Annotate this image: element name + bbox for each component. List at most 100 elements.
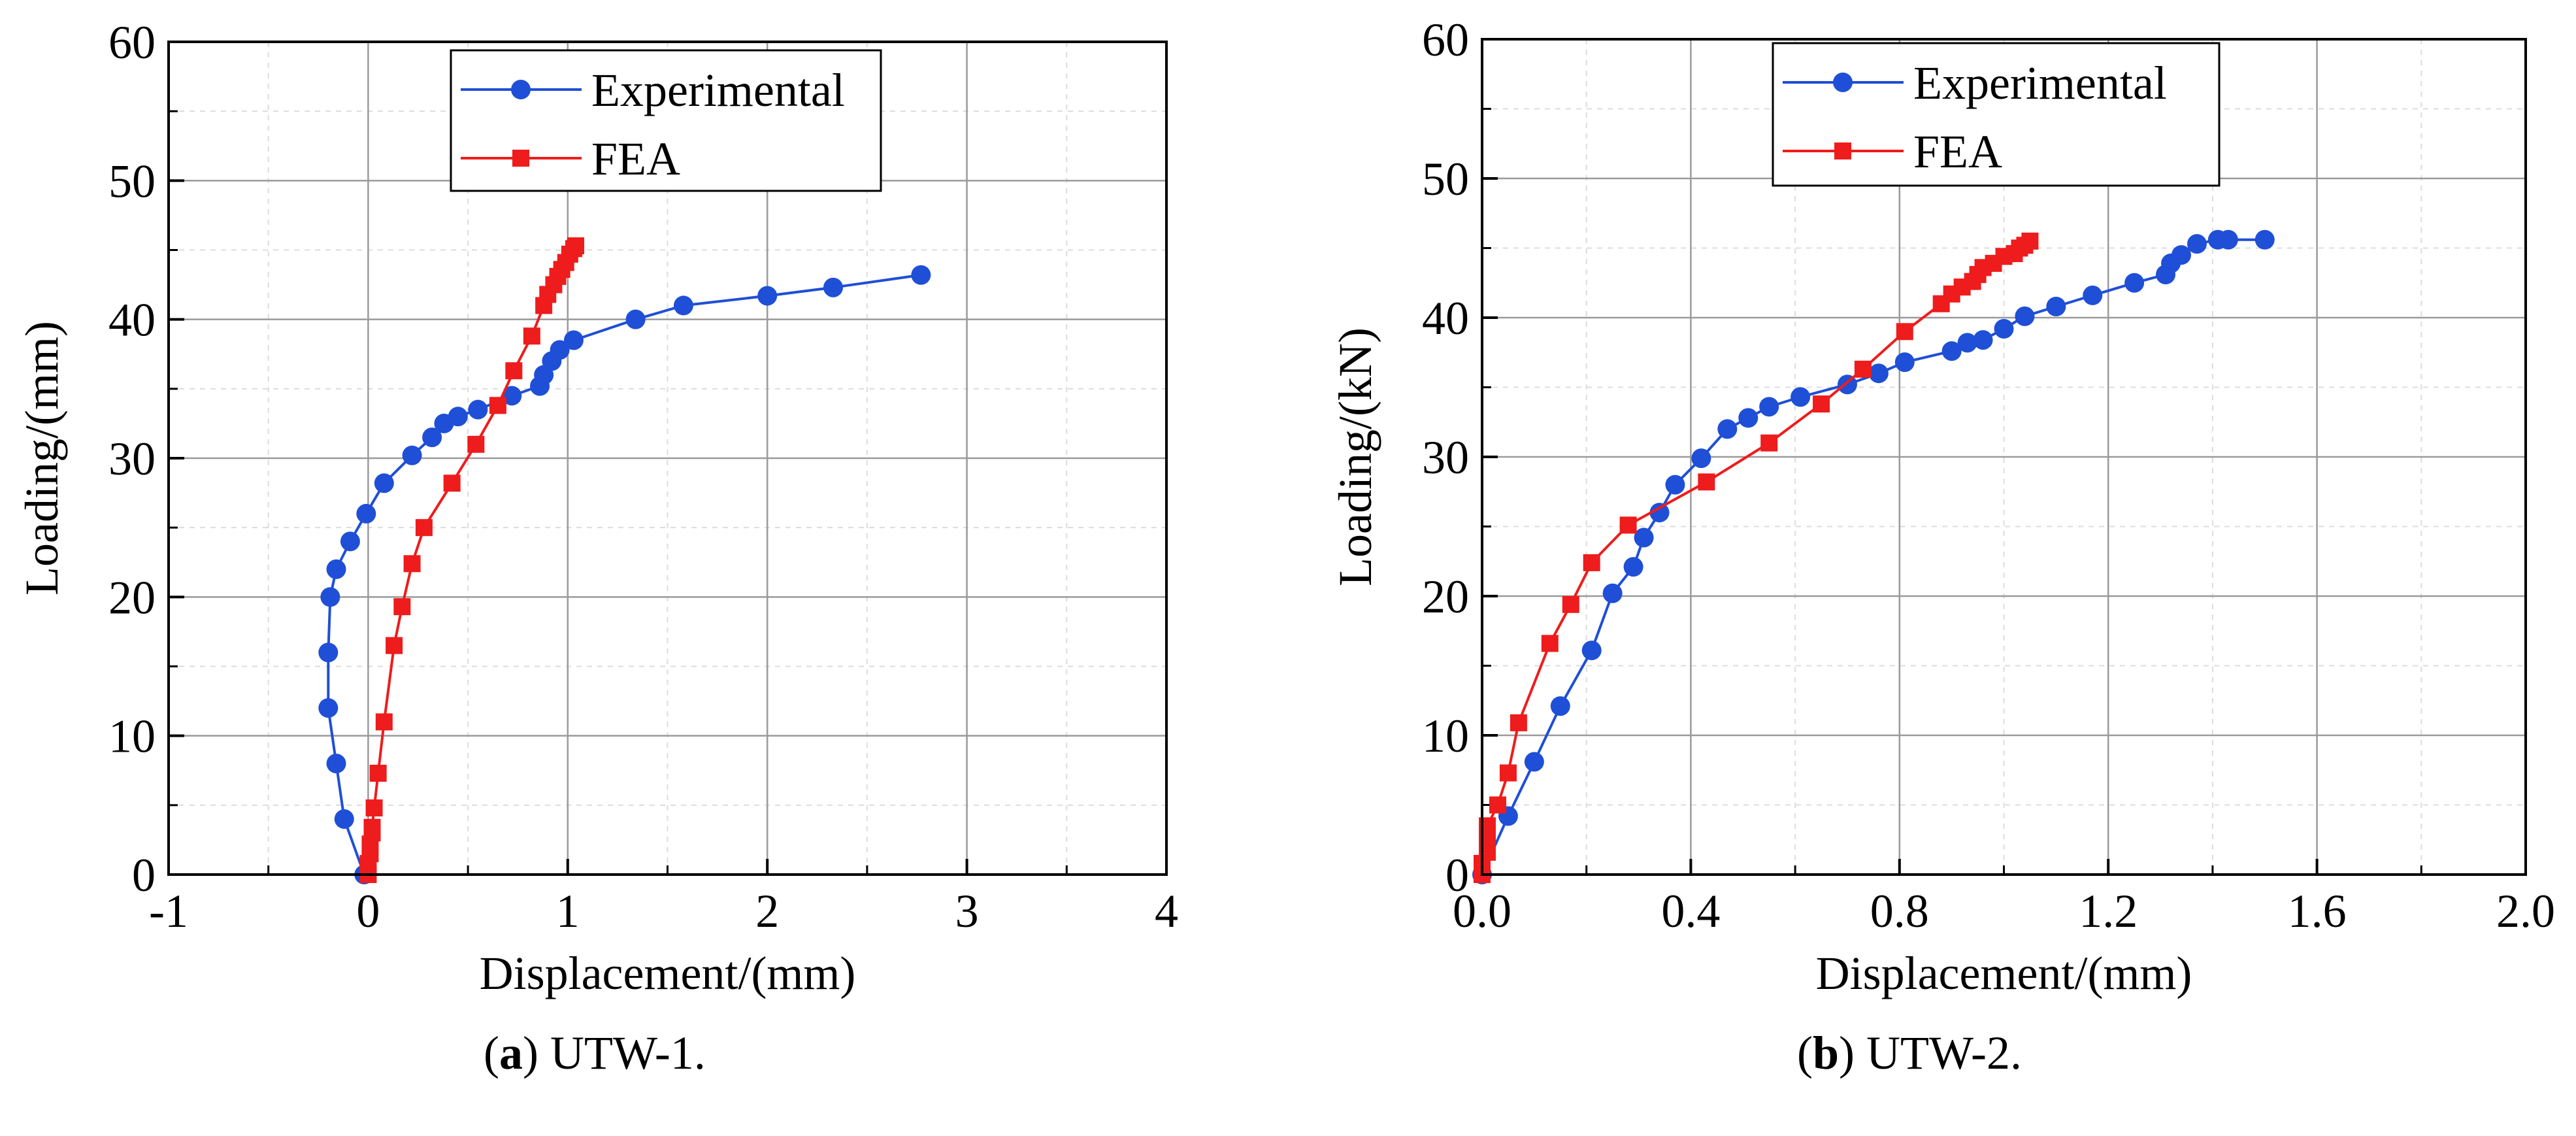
y-tick-label: 20 — [108, 571, 156, 624]
data-point-experimental — [2083, 285, 2103, 305]
data-point-experimental — [550, 340, 570, 360]
caption-b-text: UTW-2. — [1866, 1027, 2022, 1079]
y-tick-label: 10 — [108, 710, 156, 763]
data-point-experimental — [422, 427, 442, 448]
series-line-fea — [1481, 240, 2031, 875]
legend-label-fea: FEA — [591, 133, 680, 185]
data-point-experimental — [1957, 333, 1977, 353]
caption-a-label: a — [499, 1027, 523, 1079]
data-point-experimental — [2218, 229, 2238, 250]
data-point-fea — [369, 764, 387, 782]
data-point-fea — [1760, 434, 1778, 452]
data-point-experimental — [1868, 363, 1889, 384]
data-point-fea — [2021, 232, 2039, 250]
series-layer — [1472, 229, 2275, 884]
data-point-fea — [363, 818, 381, 836]
data-point-experimental — [1738, 408, 1759, 428]
x-tick-label: 0.0 — [1453, 885, 1511, 937]
data-point-experimental — [1550, 696, 1570, 716]
y-tick-label: 50 — [1422, 153, 1469, 205]
legend: Experimental FEA — [450, 49, 882, 192]
data-point-fea — [467, 435, 485, 453]
y-tick-label: 60 — [108, 16, 156, 69]
data-point-fea — [1562, 595, 1579, 613]
y-tick-label: 40 — [1422, 292, 1469, 344]
x-tick-label: 2.0 — [2496, 885, 2555, 937]
x-axis-label: Displacement/(mm) — [1816, 947, 2192, 999]
legend-label-experimental: Experimental — [591, 64, 845, 116]
caption-a-text: UTW-1. — [550, 1027, 706, 1079]
caption-a: (a) UTW-1. — [484, 1027, 706, 1079]
y-tick-label: 10 — [1422, 710, 1469, 762]
data-point-fea — [415, 519, 433, 537]
y-tick-label: 30 — [108, 433, 156, 485]
data-point-fea — [393, 598, 411, 616]
y-axis-label: Loading/(kN) — [1329, 327, 1381, 586]
data-point-experimental — [1894, 352, 1915, 373]
y-tick-label: 0 — [1445, 849, 1469, 901]
data-point-fea — [1813, 395, 1830, 413]
data-point-experimental — [2254, 229, 2275, 250]
data-point-fea — [1896, 323, 1913, 341]
data-point-experimental — [340, 531, 360, 552]
data-point-experimental — [1623, 557, 1643, 577]
data-point-experimental — [2046, 296, 2066, 316]
data-point-experimental — [1791, 387, 1811, 407]
data-point-experimental — [911, 265, 931, 285]
x-axis-label: Displacement/(mm) — [480, 947, 856, 999]
x-tick-label: 2 — [755, 885, 779, 937]
caption-b: (b) UTW-2. — [1797, 1027, 2022, 1079]
data-point-fea — [443, 475, 461, 492]
data-point-fea — [375, 713, 393, 731]
data-point-experimental — [402, 445, 422, 465]
data-point-experimental — [326, 559, 346, 579]
series-line-fea — [367, 244, 577, 875]
data-point-experimental — [356, 503, 376, 524]
y-tick-label: 40 — [108, 294, 156, 346]
data-point-experimental — [1581, 641, 1602, 661]
data-point-experimental — [625, 309, 646, 329]
data-point-experimental — [757, 286, 778, 306]
data-point-experimental — [326, 754, 346, 774]
y-axis-label: Loading/(mm) — [16, 321, 68, 595]
data-point-fea — [365, 799, 383, 817]
data-point-experimental — [2124, 273, 2145, 293]
data-point-fea — [1510, 714, 1527, 731]
series-layer — [318, 237, 931, 884]
y-tick-label: 30 — [1422, 431, 1469, 484]
data-point-experimental — [563, 330, 584, 350]
legend: Experimental FEA — [1772, 42, 2221, 187]
data-point-experimental — [1717, 419, 1738, 439]
data-point-fea — [505, 362, 523, 380]
data-point-experimental — [1602, 583, 1623, 603]
data-point-experimental — [2015, 306, 2035, 326]
data-point-experimental — [1759, 397, 1779, 417]
data-point-fea — [386, 637, 403, 654]
legend-marker-fea — [1834, 142, 1851, 159]
data-point-fea — [1698, 473, 1715, 491]
data-point-experimental — [1941, 341, 1962, 361]
caption-b-label: b — [1812, 1027, 1840, 1079]
data-point-experimental — [318, 698, 339, 718]
data-point-fea — [403, 555, 421, 573]
legend-entry-experimental: Experimental — [461, 64, 845, 116]
data-point-experimental — [374, 473, 394, 493]
legend-marker-experimental — [1833, 73, 1853, 92]
data-point-fea — [1619, 516, 1637, 534]
x-tick-label: 0.4 — [1661, 885, 1720, 937]
x-tick-label: 0 — [356, 885, 380, 937]
legend-marker-experimental — [511, 80, 531, 99]
y-tick-label: 0 — [132, 849, 156, 901]
data-point-experimental — [468, 399, 488, 420]
data-point-experimental — [1994, 319, 2014, 339]
x-tick-label: 0.8 — [1870, 885, 1929, 937]
data-point-fea — [1583, 554, 1600, 571]
data-point-fea — [1499, 764, 1517, 782]
tick-labels: 0.0 0.4 0.8 1.2 1.6 2.0 0 10 20 30 40 50 60 — [1422, 14, 2555, 937]
x-tick-label: 1.2 — [2079, 885, 2138, 937]
series-line-experimental — [327, 273, 921, 875]
y-tick-label: 60 — [1422, 14, 1469, 66]
